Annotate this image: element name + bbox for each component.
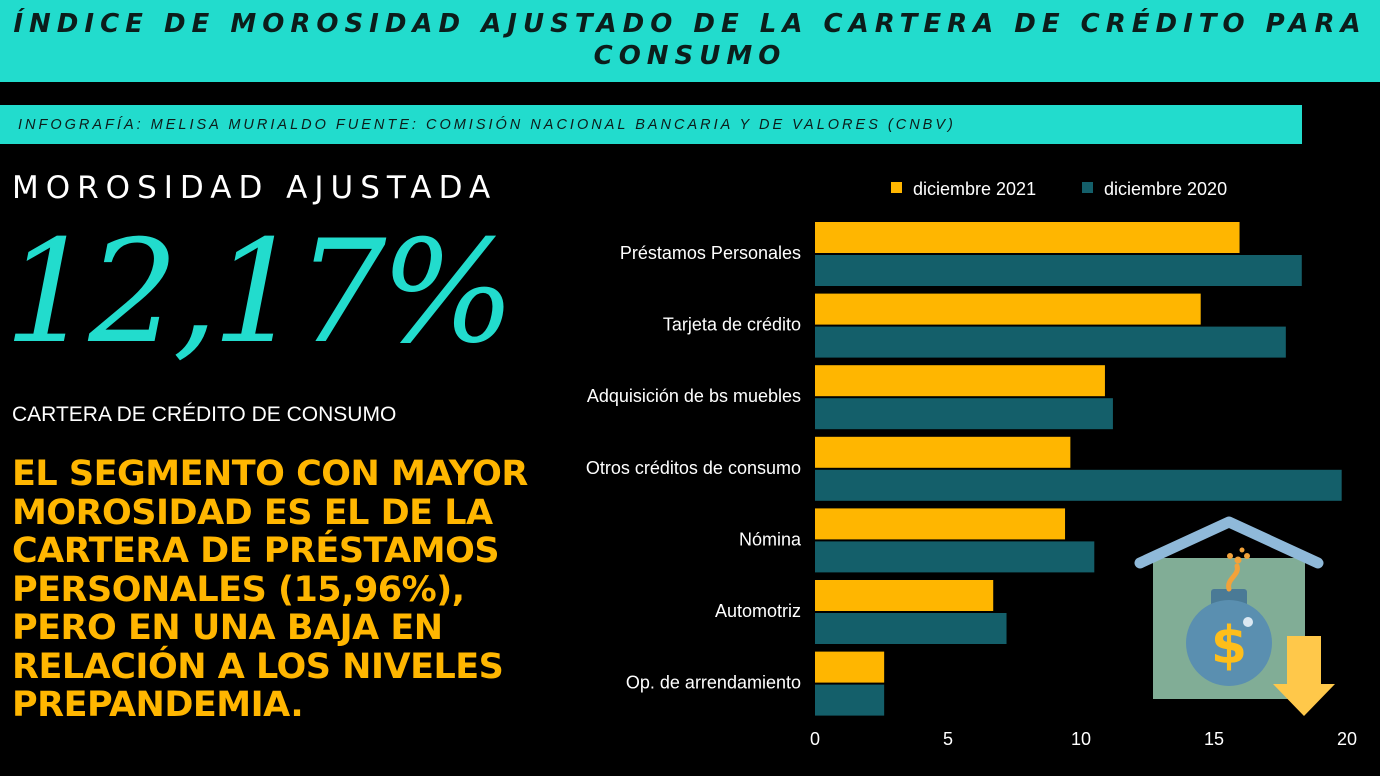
x-axis-ticks: 0 5 10 15 20	[810, 729, 1357, 749]
legend-label: diciembre 2021	[913, 179, 1036, 199]
bar-2021	[815, 365, 1105, 397]
x-tick-label: 20	[1337, 729, 1357, 749]
fuse-spark	[1239, 547, 1245, 553]
dollar-icon: $	[1211, 616, 1247, 676]
bar-2020	[815, 684, 885, 716]
x-tick-label: 10	[1071, 729, 1091, 749]
bar-2021	[815, 580, 994, 611]
bar-2020	[815, 541, 1095, 573]
kpi-value: 12,17%	[4, 210, 515, 375]
bar-2020	[815, 398, 1113, 430]
category-label: Op. de arrendamiento	[626, 673, 801, 693]
x-tick-label: 15	[1204, 729, 1224, 749]
bomb-highlight	[1243, 617, 1253, 627]
fuse-spark	[1234, 556, 1242, 564]
x-tick-label: 0	[810, 729, 820, 749]
page-title: ÍNDICE DE MOROSIDAD AJUSTADO DE LA CARTE…	[13, 9, 1367, 71]
highlight-text: EL SEGMENTO CON MAYOR MOROSIDAD ES EL DE…	[12, 454, 528, 725]
bar-2020	[815, 613, 1007, 644]
fuse-spark	[1227, 553, 1233, 559]
fuse-spark	[1244, 553, 1250, 559]
bar-2020	[815, 469, 1342, 501]
house-roof	[1134, 516, 1324, 569]
x-tick-label: 5	[943, 729, 953, 749]
credit-bar: INFOGRAFÍA: MELISA MURIALDO FUENTE: COMI…	[0, 105, 1302, 144]
kpi-heading: MOROSIDAD AJUSTADA	[12, 170, 498, 206]
bar-2021	[815, 293, 1201, 325]
house-bomb-icon: $	[1134, 516, 1324, 699]
kpi-subtitle: CARTERA DE CRÉDITO DE CONSUMO	[12, 403, 397, 426]
legend-swatch	[1082, 182, 1093, 193]
category-label: Nómina	[739, 529, 802, 549]
chart-bars	[815, 222, 1342, 716]
bar-2020	[815, 326, 1286, 358]
legend-label: diciembre 2020	[1104, 179, 1227, 199]
down-arrow-icon	[1273, 636, 1335, 716]
source-credit: INFOGRAFÍA: MELISA MURIALDO FUENTE: COMI…	[18, 117, 956, 133]
bar-2020	[815, 255, 1302, 286]
bar-2021	[815, 222, 1240, 253]
bomb-fuse	[1226, 563, 1240, 592]
category-labels: Préstamos Personales Tarjeta de crédito Ad…	[586, 243, 802, 693]
category-label: Préstamos Personales	[620, 243, 801, 263]
chart-legend: diciembre 2021 diciembre 2020	[891, 179, 1227, 199]
title-banner: ÍNDICE DE MOROSIDAD AJUSTADO DE LA CARTE…	[0, 0, 1380, 82]
category-label: Otros créditos de consumo	[586, 458, 801, 478]
legend-swatch	[891, 182, 902, 193]
category-label: Adquisición de bs muebles	[587, 386, 801, 406]
bar-2021	[815, 651, 885, 683]
bar-2021	[815, 508, 1066, 540]
bar-2021	[815, 436, 1071, 468]
category-label: Tarjeta de crédito	[663, 315, 801, 335]
category-label: Automotriz	[715, 601, 801, 621]
